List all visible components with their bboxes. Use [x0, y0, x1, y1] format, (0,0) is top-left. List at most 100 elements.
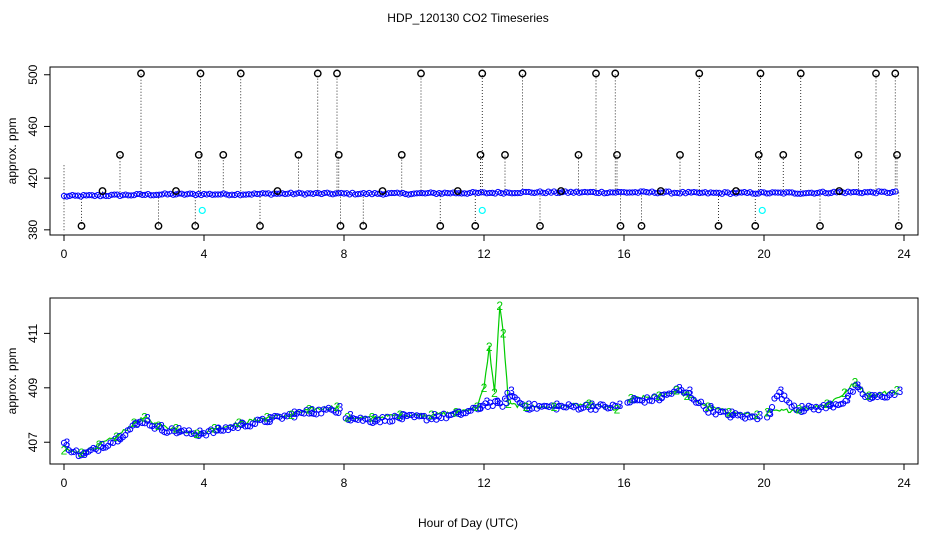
outlier-point: [336, 222, 345, 230]
outlier-point: [676, 150, 684, 159]
series-3-marker: 3: [687, 384, 694, 398]
series-3-point: [244, 423, 251, 430]
series-2-marker: 2: [96, 438, 103, 452]
baseline-point: [525, 188, 532, 196]
top-x-tick-label: 4: [201, 247, 208, 261]
baseline-point: [713, 189, 720, 196]
baseline-point: [886, 189, 894, 197]
baseline-point: [478, 189, 485, 196]
bottom-x-tick-label: 16: [617, 476, 631, 490]
series-3-point: [891, 391, 898, 399]
top-x-tick-label: 24: [897, 247, 911, 261]
series-2-marker: 2: [369, 411, 376, 425]
baseline-point: [763, 190, 770, 197]
baseline-point: [788, 189, 796, 196]
series-3-point: [754, 416, 761, 423]
baseline-point: [105, 192, 112, 200]
series-3-point: [685, 389, 692, 397]
bottom-y-axis-label: approx. ppm: [5, 348, 19, 415]
baseline-point: [539, 189, 546, 196]
series-3-point: [144, 417, 151, 424]
series-3-point: [73, 447, 80, 454]
outlier-point: [236, 69, 245, 78]
outlier-point: [872, 69, 880, 78]
series-2-marker: 2: [764, 405, 771, 419]
baseline-point: [884, 189, 891, 196]
outlier-point: [196, 69, 205, 78]
series-3-point: [881, 394, 888, 401]
series-3-point: [264, 419, 271, 426]
outlier-point: [891, 69, 900, 78]
baseline-point: [587, 188, 594, 196]
series-3-point: [798, 408, 805, 416]
series-2-marker: 2: [334, 400, 341, 414]
series-3-marker: 3: [81, 447, 88, 461]
baseline-point: [312, 189, 320, 197]
series-3-point: [768, 404, 776, 411]
series-3-marker: 3: [400, 409, 407, 423]
baseline-point: [181, 191, 188, 198]
series-3-point: [648, 398, 656, 405]
baseline-point: [853, 189, 860, 196]
top-marks: [60, 69, 903, 233]
baseline-point: [780, 190, 787, 197]
series-3-marker: 3: [897, 384, 904, 398]
top-x-tick-label: 12: [477, 247, 491, 261]
top-panel: 0 4 8 12 16 20 24 380 420 460 500 approx. ppm: [5, 64, 919, 261]
series-3-marker: 3: [347, 409, 354, 423]
series-3-marker: 3: [631, 392, 638, 406]
series-2-marker: 2: [141, 411, 148, 425]
outlier-point: [779, 150, 788, 159]
bottom-x-tick-label: 0: [61, 476, 68, 490]
baseline-point: [130, 192, 138, 199]
outlier-point: [637, 222, 646, 230]
outlier-point: [98, 187, 107, 195]
bottom-x-tick-label: 24: [897, 476, 911, 490]
outlier-point: [816, 222, 824, 230]
series-2-marker: 2: [173, 422, 180, 436]
top-y-axis-label: approx. ppm: [5, 118, 19, 185]
baseline-point: [408, 191, 415, 198]
series-3-marker: 3: [372, 411, 379, 425]
series-2-marker: 2: [397, 408, 404, 422]
baseline-point: [268, 191, 275, 198]
series-3-point: [332, 409, 340, 416]
top-y-tick-label: 420: [26, 168, 40, 188]
baseline-point: [296, 189, 303, 196]
outlier-point: [191, 222, 200, 230]
baseline-point: [752, 190, 759, 197]
baseline-point: [648, 188, 656, 195]
series-3-point: [217, 427, 224, 434]
series-3-point: [844, 393, 852, 400]
series-2-marker: 2: [551, 400, 558, 414]
series-3-marker: 3: [134, 417, 141, 431]
outlier-point: [751, 222, 760, 230]
series-2-marker: 2: [894, 384, 901, 398]
baseline-point: [758, 189, 765, 196]
baseline-point: [354, 191, 362, 198]
series-2-marker: 2: [505, 397, 512, 411]
outlier-point: [172, 187, 180, 195]
series-3-point: [63, 442, 70, 449]
outlier-point: [453, 187, 462, 195]
baseline-point: [220, 190, 227, 197]
series-2-marker: 2: [344, 411, 351, 425]
series-3-marker: 3: [484, 395, 491, 409]
series-3-marker: 3: [144, 411, 151, 425]
baseline-point: [282, 190, 289, 198]
baseline-point: [380, 191, 387, 198]
series-3-marker: 3: [99, 439, 106, 453]
baseline-point: [116, 192, 124, 200]
series-3-point: [286, 410, 293, 418]
series-3-marker: 3: [158, 420, 165, 434]
baseline-point: [494, 188, 502, 196]
series-3-marker: 3: [827, 398, 834, 412]
baseline-point: [318, 190, 325, 198]
baseline-point: [517, 189, 524, 197]
series-3-marker: 3: [116, 431, 123, 445]
series-2-marker: 2: [155, 419, 162, 433]
baseline-point: [340, 190, 348, 197]
series-2-marker: 2: [684, 389, 691, 403]
outlier-point: [333, 69, 341, 78]
bottom-x-tick-label: 20: [757, 476, 771, 490]
